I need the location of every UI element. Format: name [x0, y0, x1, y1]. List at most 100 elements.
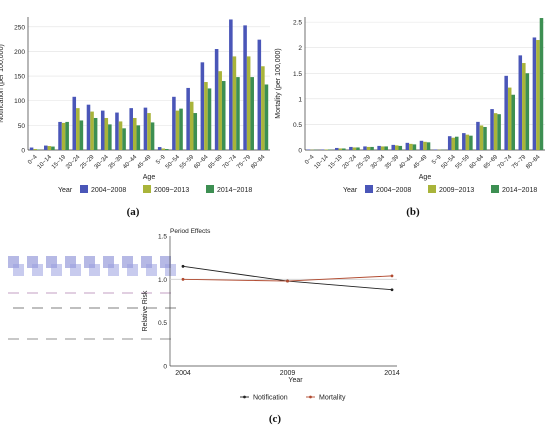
bar-2004~2008-65~69 [214, 49, 219, 150]
x-tick-label: 80~84 [525, 154, 542, 171]
x-tick-label: 20~24 [342, 154, 359, 171]
legend-marker-Mortality [309, 395, 312, 399]
artifact-mark [84, 256, 95, 268]
x-axis-title: Age [143, 174, 156, 181]
bar-2014~2018-55~59 [469, 135, 473, 150]
artifact-mark [84, 292, 95, 294]
bar-2009~2013-45~49 [423, 141, 427, 150]
x-tick-label: 70~74 [497, 154, 514, 171]
legend-title: Year [343, 187, 358, 194]
bar-2009~2013-65~69 [218, 71, 222, 150]
bar-2014~2018-20~24 [356, 147, 360, 150]
x-tick-label: 75~79 [511, 154, 528, 171]
y-tick-label: 250 [14, 24, 25, 31]
bar-2014~2018-35~39 [398, 145, 403, 150]
bar-2009~2013-60~64 [479, 125, 484, 150]
artifact-mark [141, 256, 152, 268]
bar-2004~2008-75~79 [518, 55, 523, 150]
bar-2004~2008-15~19 [335, 147, 339, 150]
bar-2009~2013-0~4 [33, 149, 37, 150]
bar-2009~2013-65~69 [493, 113, 498, 150]
bar-2009~2013-80~84 [261, 66, 265, 150]
x-tick-label: 25~29 [356, 154, 373, 171]
bar-2014~2018-65~69 [221, 81, 226, 150]
y-tick-label: 0.5 [158, 320, 167, 327]
x-tick-label: 15~19 [51, 154, 68, 171]
bar-2014~2018-15~19 [342, 148, 346, 150]
artifact-mark [160, 292, 171, 294]
x-tick-label: 65~69 [208, 154, 225, 171]
artifact-mark [122, 338, 133, 340]
bar-2009~2013-30~34 [104, 117, 109, 150]
x-tick-label: 25~29 [79, 154, 96, 171]
artifact-mark [32, 307, 43, 309]
bar-2009~2013-25~29 [366, 146, 371, 150]
artifact-mark [103, 338, 114, 340]
bar-2004~2008-45~49 [419, 140, 424, 150]
legend-label: 2009~2013 [154, 187, 189, 194]
y-tick-label: 1.5 [158, 234, 167, 241]
x-tick-label: 80~84 [250, 154, 267, 171]
artifact-mark [13, 307, 24, 309]
legend-label: Mortality [319, 395, 346, 402]
x-tick-label: 5~9 [155, 154, 167, 166]
bar-2004~2008-60~64 [476, 121, 480, 150]
x-tick-label: 10~14 [37, 154, 54, 171]
y-axis-title: Relative Risk [142, 290, 149, 331]
bar-2014~2018-35~39 [122, 128, 126, 150]
artifact-mark [141, 292, 152, 294]
bar-2014~2018-70~74 [511, 94, 515, 150]
bar-2014~2018-80~84 [264, 84, 269, 150]
legend-swatch-2014~2018 [491, 185, 499, 193]
legend-swatch-2014~2018 [206, 185, 214, 193]
panel-b-mortality-chart: 0 0.5 1 1.5 2 2.5 0~410~1415~1920~2425~2930~34… [275, 17, 545, 194]
artifact-mark [89, 264, 100, 276]
x-tick-label: 0~4 [304, 154, 316, 166]
x-tick-label: 40~44 [398, 154, 415, 171]
y-tick-label: 1 [298, 96, 302, 103]
artifact-mark [65, 338, 76, 340]
y-tick-label: 2.5 [293, 20, 302, 27]
bar-2014~2018-25~29 [93, 117, 98, 150]
x-tick-label: 45~49 [412, 154, 429, 171]
x-tick-label: 15~19 [328, 154, 345, 171]
bar-2004~2008-25~29 [363, 146, 367, 150]
artifact-mark [70, 307, 81, 309]
bar-2014~2018-45~49 [150, 122, 155, 150]
bar-2014~2018-45~49 [426, 142, 431, 150]
bar-2014~2018-75~79 [525, 73, 530, 150]
bar-2004~2008-10~14 [44, 145, 48, 150]
bar-2004~2008-70~74 [504, 75, 508, 150]
bar-2004~2008-15~19 [58, 121, 62, 150]
y-tick-label: 100 [14, 98, 25, 105]
x-tick-label: 60~64 [193, 154, 210, 171]
y-tick-label: 0 [21, 148, 25, 155]
artifact-mark [51, 264, 62, 276]
x-tick-label: 40~44 [122, 154, 139, 171]
x-tick-label: 55~59 [179, 154, 196, 171]
bar-2004~2008-35~39 [115, 112, 119, 150]
x-tick-label: 2004 [175, 370, 191, 377]
y-tick-label: 0 [298, 148, 302, 155]
y-tick-label: 50 [18, 123, 26, 130]
artifact-mark [89, 307, 100, 309]
artifact-mark [8, 292, 19, 294]
artifact-mark [27, 256, 38, 268]
bar-2004~2008-0~4 [29, 147, 34, 150]
point-Mortality-2009 [286, 279, 289, 283]
bar-2009~2013-25~29 [90, 111, 94, 150]
artifact-mark [127, 264, 138, 276]
x-tick-label: 70~74 [222, 154, 239, 171]
x-tick-label: 50~54 [441, 154, 458, 171]
bar-2014~2018-30~34 [108, 124, 112, 150]
x-tick-label: 35~39 [384, 154, 401, 171]
artifact-mark [108, 307, 119, 309]
bar-2004~2008-40~44 [129, 108, 133, 150]
bar-2004~2008-55~59 [462, 133, 466, 150]
x-tick-label: 60~64 [469, 154, 486, 171]
bar-2009~2013-55~59 [465, 134, 470, 150]
bar-2014~2018-70~74 [236, 77, 240, 150]
bar-2009~2013-40~44 [132, 117, 137, 150]
legend-label: 2004~2008 [376, 187, 411, 194]
bar-2009~2013-30~34 [380, 146, 385, 150]
